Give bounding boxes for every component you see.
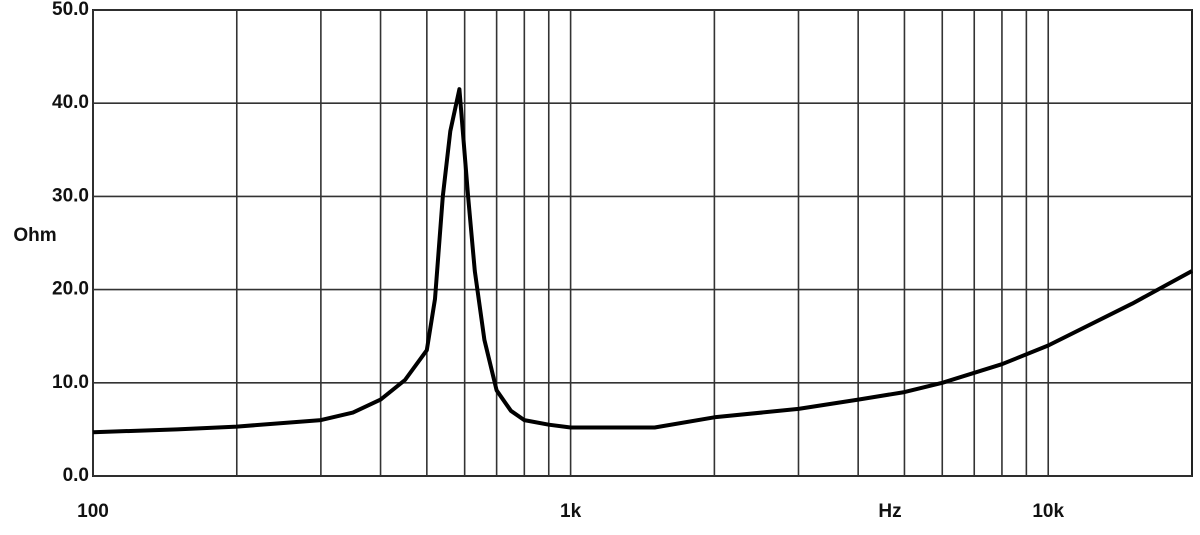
x-tick-label: 1k xyxy=(560,501,582,522)
y-axis-label: Ohm xyxy=(13,225,56,246)
y-tick-label: 20.0 xyxy=(52,279,89,300)
x-tick-label: 10k xyxy=(1032,501,1064,522)
impedance-curve xyxy=(92,87,1193,435)
x-axis-label: Hz xyxy=(878,501,901,522)
y-tick-label: 10.0 xyxy=(52,372,89,393)
y-tick-label: 30.0 xyxy=(52,185,89,206)
plot-area xyxy=(92,9,1193,477)
y-tick-label: 0.0 xyxy=(63,465,89,486)
y-tick-label: 40.0 xyxy=(52,92,89,113)
y-tick-label: 50.0 xyxy=(52,0,89,20)
x-tick-label: 100 xyxy=(77,501,109,522)
